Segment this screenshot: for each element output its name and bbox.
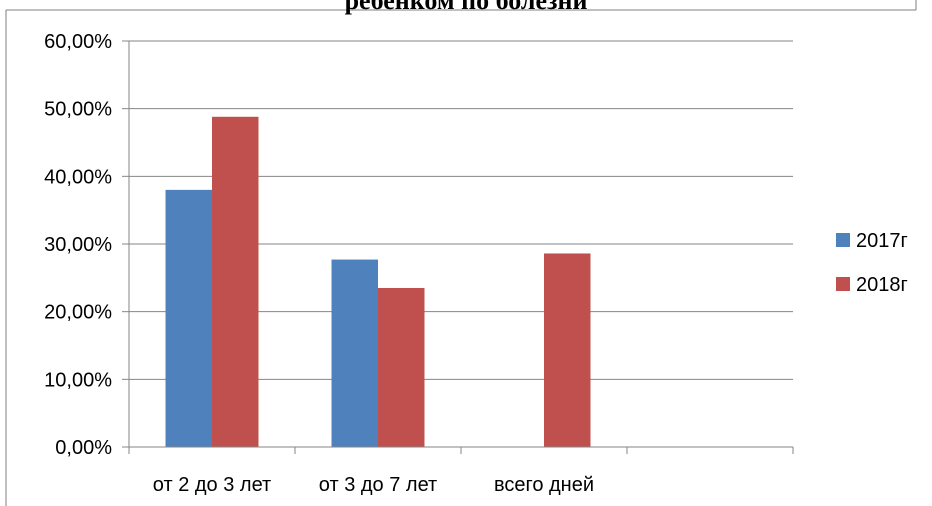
legend-swatch xyxy=(836,233,850,247)
y-tick-label: 0,00% xyxy=(55,437,112,459)
x-tick-labels: от 2 до 3 лет от 3 до 7 лет всего дней xyxy=(153,474,594,496)
y-tick-label: 30,00% xyxy=(44,234,112,256)
legend-swatch xyxy=(836,277,850,291)
y-tick-label: 10,00% xyxy=(44,369,112,391)
x-tick-label: от 2 до 3 лет xyxy=(153,474,271,496)
bar xyxy=(212,116,259,447)
axes xyxy=(122,40,794,454)
y-tick-label: 20,00% xyxy=(44,302,112,324)
y-tick-label: 60,00% xyxy=(44,31,112,53)
legend-label: 2017г xyxy=(856,230,908,252)
legend: 2017г 2018г xyxy=(836,230,908,296)
bar xyxy=(331,259,378,447)
bar xyxy=(165,189,212,447)
x-tick-label: от 3 до 7 лет xyxy=(319,474,437,496)
chart-title: ребенком по болезни xyxy=(345,0,588,15)
bars xyxy=(165,116,591,447)
legend-label: 2018г xyxy=(856,274,908,296)
y-tick-label: 40,00% xyxy=(44,166,112,188)
x-tick-label: всего дней xyxy=(494,474,594,496)
y-tick-label: 50,00% xyxy=(44,99,112,121)
bar xyxy=(378,287,425,447)
bar xyxy=(544,253,591,447)
y-tick-labels: 0,00% 10,00% 20,00% 30,00% 40,00% 50,00% 60,00… xyxy=(44,31,112,459)
